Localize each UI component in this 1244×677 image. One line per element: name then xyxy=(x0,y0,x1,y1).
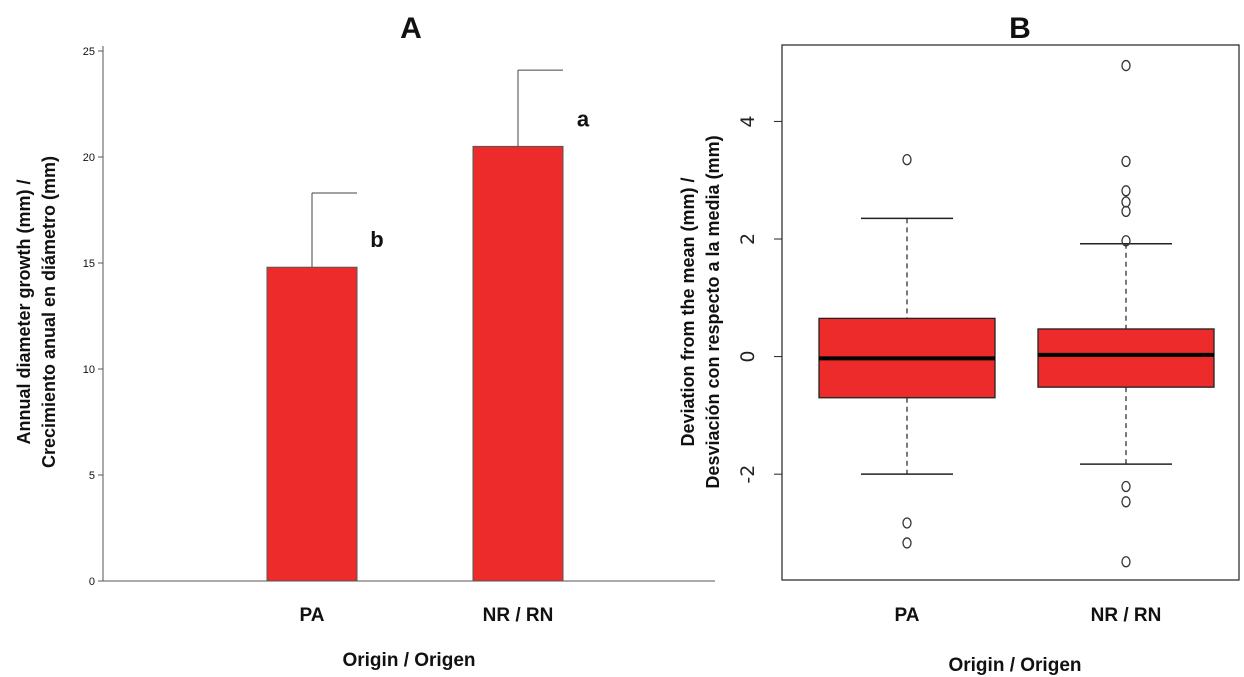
panel-b-boxes xyxy=(818,59,1215,568)
outlier-point xyxy=(1121,155,1131,168)
outlier-point xyxy=(902,153,912,166)
outlier-point xyxy=(1121,59,1131,72)
panel-b-ytick-label: -2 xyxy=(737,465,759,484)
panel-b: B -2 0 2 4 PA NR / RN Origin / Origen Devia… xyxy=(678,12,1240,676)
panel-b-ytick-label: 2 xyxy=(737,233,759,245)
panel-b-y-axis-label-line2: Desviación con respecto a la media (mm) xyxy=(703,135,723,488)
panel-a-y-axis-label-line2: Crecimiento anual en diámetro (mm) xyxy=(39,156,59,468)
outlier-point xyxy=(902,537,912,549)
interquartile-box xyxy=(1037,328,1215,388)
outlier-point xyxy=(1121,496,1131,508)
panel-a-ytick-label: 5 xyxy=(89,470,95,482)
panel-b-title: B xyxy=(1009,12,1031,45)
outlier-point xyxy=(1121,235,1131,247)
panel-b-ytick-label: 0 xyxy=(737,351,759,363)
panel-a-ytick-label: 20 xyxy=(83,152,95,164)
panel-a-bars: ba xyxy=(266,69,590,582)
panel-b-plot-frame xyxy=(781,44,1240,581)
bar-nr-rn xyxy=(472,145,564,582)
panel-b-y-ticks: -2 0 2 4 xyxy=(737,115,782,484)
panel-a-xtick-nr-rn: NR / RN xyxy=(483,605,554,626)
significance-label-a: a xyxy=(577,106,590,131)
outlier-point xyxy=(1121,185,1131,197)
panel-a-ytick-label: 15 xyxy=(83,258,95,270)
panel-a-xtick-pa: PA xyxy=(300,605,325,626)
bar-pa xyxy=(266,266,358,582)
box-nr-rn xyxy=(1037,59,1215,568)
panel-a-ytick-label: 25 xyxy=(83,46,95,58)
panel-b-ytick-label: 4 xyxy=(737,115,759,127)
outlier-point xyxy=(1121,196,1131,208)
box-pa xyxy=(818,153,996,549)
outlier-point xyxy=(1121,556,1131,568)
outlier-point xyxy=(902,517,912,529)
panel-a-ytick-label: 0 xyxy=(89,576,95,588)
panel-b-y-axis-label-line1: Deviation from the mean (mm) / xyxy=(678,177,698,446)
outlier-point xyxy=(1121,480,1131,493)
significance-label-b: b xyxy=(370,227,383,252)
panel-a-x-axis-label: Origin / Origen xyxy=(342,650,475,671)
panel-a-title: A xyxy=(400,12,422,45)
panel-a-y-ticks: 0 5 10 15 20 25 xyxy=(83,46,103,588)
panel-b-xtick-nr-rn: NR / RN xyxy=(1091,605,1162,626)
panel-a-y-axis-label-line1: Annual diameter growth (mm) / xyxy=(14,179,34,444)
outlier-point xyxy=(1121,205,1131,218)
panel-b-x-axis-label: Origin / Origen xyxy=(948,655,1081,676)
panel-b-xtick-pa: PA xyxy=(895,605,920,626)
panel-a-ytick-label: 10 xyxy=(83,364,95,376)
